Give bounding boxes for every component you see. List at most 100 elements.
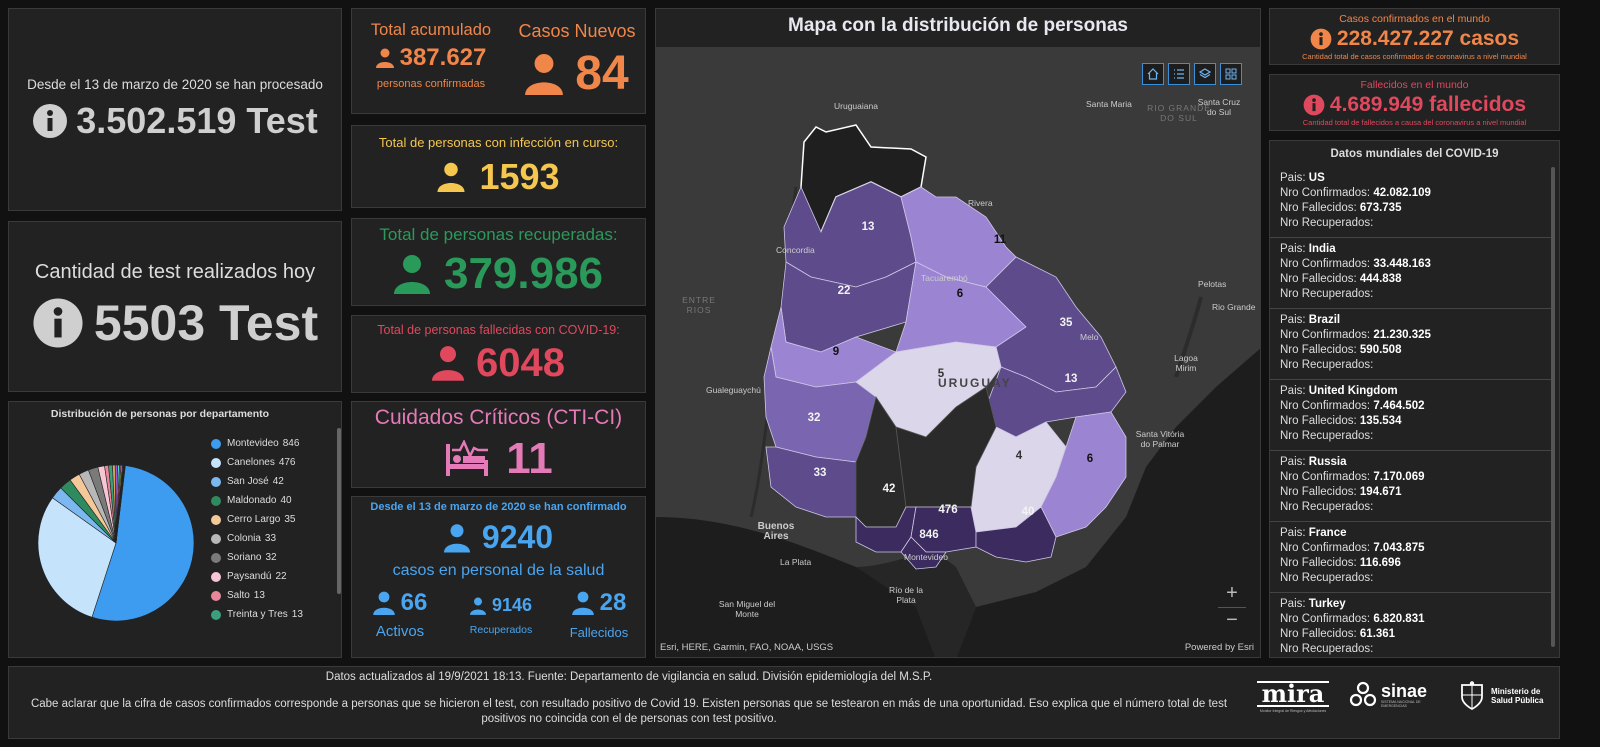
- place-label: RIO GRANDE DO SUL: [1147, 103, 1211, 123]
- tests-today-label: Cantidad de test realizados hoy: [34, 261, 316, 283]
- place-label: Montevideo: [904, 552, 948, 562]
- legend-item[interactable]: Treinta y Tres 13: [211, 605, 331, 624]
- country-item[interactable]: Pais: US Nro Confirmados: 42.082.109 Nro F…: [1270, 167, 1552, 238]
- pais-label: Pais:: [1280, 385, 1306, 397]
- place-label: Uruguaiana: [834, 101, 878, 111]
- country-item[interactable]: Pais: Turkey Nro Confirmados: 6.820.831 Nr…: [1270, 593, 1552, 657]
- pie-slice-other[interactable]: [115, 465, 126, 544]
- person-icon: [525, 53, 564, 95]
- basemap-button[interactable]: [1220, 63, 1242, 85]
- salud-fallecidos-row: 28: [571, 589, 626, 617]
- department-value-label[interactable]: 9: [832, 346, 840, 358]
- map-powered-by[interactable]: Powered by Esri: [1184, 642, 1254, 653]
- map-attribution: Esri, HERE, Garmin, FAO, NOAA, USGS: [660, 642, 834, 653]
- country-name-line: Pais: Russia: [1280, 455, 1542, 470]
- total-acumulado-block: Total acumulado 387.627 personas confirm…: [356, 21, 506, 90]
- pie-legend: Montevideo 846 Canelones 476 San José 42 Maldo…: [211, 434, 331, 656]
- datos-mundiales-title: Datos mundiales del COVID-19: [1330, 148, 1499, 160]
- cti-panel: Cuidados Críticos (CTI-CI) 11: [351, 401, 646, 488]
- salud-fallecidos: 28 Fallecidos: [558, 589, 640, 640]
- logo-mira: mira Monitor Integral de Riesgos y Afect…: [1257, 681, 1329, 713]
- country-item[interactable]: Pais: Russia Nro Confirmados: 7.170.069 Nr…: [1270, 451, 1552, 522]
- confirmados-line: Nro Confirmados: 7.464.502: [1280, 399, 1542, 414]
- country-name-line: Pais: India: [1280, 242, 1542, 257]
- legend-item[interactable]: Soriano 32: [211, 548, 331, 567]
- legend-item[interactable]: Paysandú 22: [211, 567, 331, 586]
- home-icon: [1147, 68, 1159, 80]
- legend-color-dot: [211, 552, 221, 563]
- country-list-scrollbar[interactable]: [1551, 167, 1555, 647]
- total-acumulado-sub: personas confirmadas: [376, 78, 486, 90]
- home-button[interactable]: [1142, 63, 1164, 85]
- department-value-label[interactable]: 40: [1021, 506, 1035, 518]
- legend-button[interactable]: [1168, 63, 1190, 85]
- department-value-label[interactable]: 32: [807, 412, 821, 424]
- department-value-label[interactable]: 33: [813, 467, 827, 479]
- legend-item[interactable]: Maldonado 40: [211, 491, 331, 510]
- department-value-label[interactable]: 11: [993, 234, 1007, 246]
- logo-sinae: sinae SISTEMA NACIONAL DE EMERGENCIAS: [1349, 681, 1427, 709]
- total-acumulado-value: 387.627: [399, 44, 487, 71]
- recuperados-line: Nro Recuperados:: [1280, 571, 1542, 586]
- fallecidos-value: 590.508: [1359, 344, 1402, 356]
- recuperadas-label: Total de personas recuperadas:: [379, 225, 618, 244]
- country-item[interactable]: Pais: France Nro Confirmados: 7.043.875 Nr…: [1270, 522, 1552, 593]
- casos-nuevos-value-row: 84: [525, 46, 629, 101]
- salud-activos-row: 66: [372, 589, 427, 617]
- department-value-label[interactable]: 22: [837, 285, 851, 297]
- salud-value: 9240: [481, 519, 554, 555]
- country-name-line: Pais: Brazil: [1280, 313, 1542, 328]
- recuperadas-panel: Total de personas recuperadas: 379.986: [351, 218, 646, 306]
- recuperados-label: Nro Recuperados:: [1280, 359, 1374, 371]
- department-value-label[interactable]: 13: [1064, 373, 1078, 385]
- legend-name: Soriano: [227, 552, 262, 563]
- mundo-fallecidos-row: 4.689.949 fallecidos: [1303, 93, 1526, 117]
- map-canvas[interactable]: [656, 47, 1261, 658]
- zoom-in-button[interactable]: +: [1226, 582, 1238, 604]
- department-value-label[interactable]: 846: [919, 529, 939, 541]
- en-curso-label: Total de personas con infección en curso…: [378, 135, 619, 150]
- info-icon: [33, 298, 83, 348]
- legend-item[interactable]: Salto 13: [211, 586, 331, 605]
- department-value-label[interactable]: 476: [938, 504, 958, 516]
- legend-item[interactable]: Montevideo 846: [211, 434, 331, 453]
- pie-slice-canelones[interactable]: [37, 497, 117, 618]
- country-name-line: Pais: United Kingdom: [1280, 384, 1542, 399]
- confirmados-line: Nro Confirmados: 33.448.163: [1280, 257, 1542, 272]
- legend-scrollbar[interactable]: [337, 428, 341, 594]
- department-value-label[interactable]: 13: [861, 221, 875, 233]
- fallecidos-value: 135.534: [1359, 415, 1402, 427]
- datos-mundiales-panel: Datos mundiales del COVID-19 Pais: US Nro…: [1269, 140, 1560, 658]
- layers-button[interactable]: [1194, 63, 1216, 85]
- legend-color-dot: [211, 495, 221, 506]
- department-value-label[interactable]: 4: [1015, 450, 1023, 462]
- fallecidas-value: 6048: [476, 340, 565, 385]
- department-value-label[interactable]: 5: [937, 368, 945, 380]
- country-item[interactable]: Pais: Brazil Nro Confirmados: 21.230.325 N…: [1270, 309, 1552, 380]
- logo-sinae-sub: SISTEMA NACIONAL DE EMERGENCIAS: [1381, 700, 1421, 708]
- legend-item[interactable]: Cerro Largo 35: [211, 510, 331, 529]
- fallecidas-value-row: 6048: [432, 341, 565, 386]
- country-item[interactable]: Pais: India Nro Confirmados: 33.448.163 Nr…: [1270, 238, 1552, 309]
- place-label: San Miguel del Monte: [718, 599, 776, 619]
- department-value-label[interactable]: 6: [956, 288, 964, 300]
- country-list[interactable]: Pais: US Nro Confirmados: 42.082.109 Nro F…: [1270, 167, 1552, 657]
- department-value-label[interactable]: 35: [1059, 317, 1073, 329]
- distribucion-title: Distribución de personas por departament…: [50, 408, 270, 420]
- department-value-label[interactable]: 42: [882, 483, 896, 495]
- department-value-label[interactable]: 6: [1086, 453, 1094, 465]
- en-curso-value: 1593: [479, 156, 560, 197]
- zoom-out-button[interactable]: −: [1218, 607, 1246, 633]
- pie-slice-montevideo[interactable]: [91, 465, 195, 622]
- country-item[interactable]: Pais: United Kingdom Nro Confirmados: 7.4…: [1270, 380, 1552, 451]
- person-icon: [432, 346, 464, 381]
- recuperados-label: Nro Recuperados:: [1280, 572, 1374, 584]
- legend-value: 13: [253, 590, 265, 601]
- legend-name: Maldonado: [227, 495, 277, 506]
- legend-name: Treinta y Tres: [227, 609, 288, 620]
- legend-item[interactable]: San José 42: [211, 472, 331, 491]
- fallecidos-label: Nro Fallecidos:: [1280, 628, 1357, 640]
- legend-item[interactable]: Colonia 33: [211, 529, 331, 548]
- legend-item[interactable]: Canelones 476: [211, 453, 331, 472]
- confirmados-line: Nro Confirmados: 7.170.069: [1280, 470, 1542, 485]
